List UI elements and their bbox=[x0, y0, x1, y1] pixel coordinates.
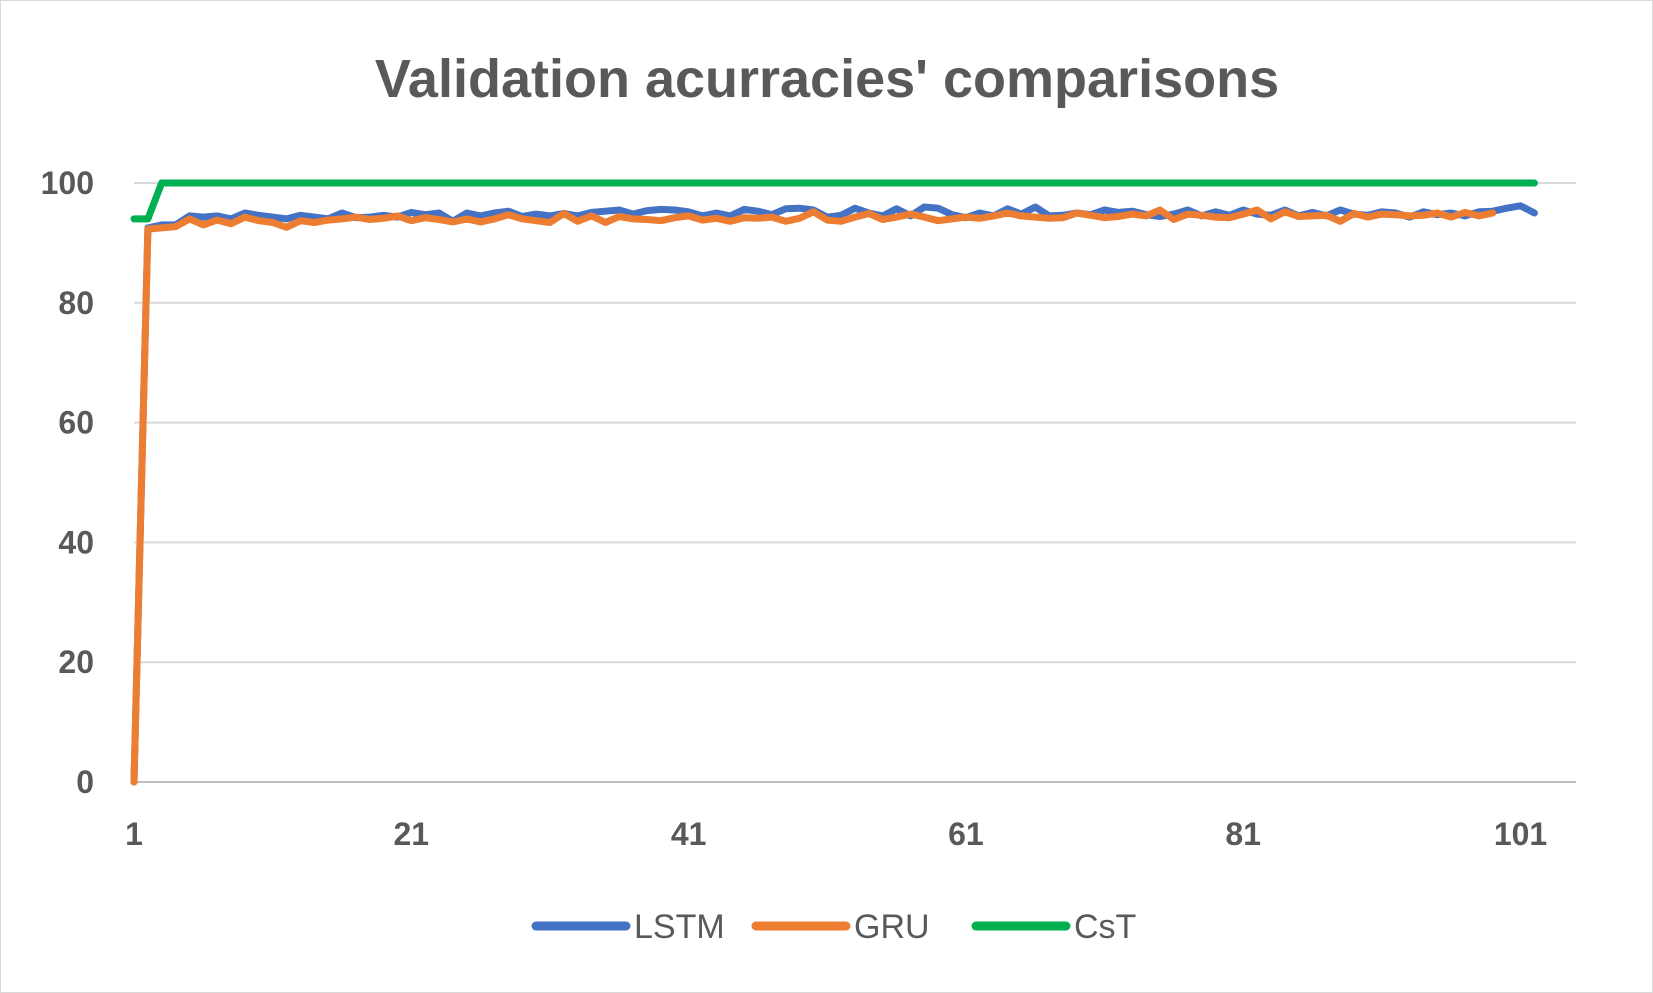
x-tick-label: 101 bbox=[1494, 816, 1547, 852]
y-tick-label: 0 bbox=[76, 764, 94, 800]
y-axis-ticks: 0 20 40 60 80 100 bbox=[41, 165, 94, 800]
y-tick-label: 100 bbox=[41, 165, 94, 201]
series-line-lstm bbox=[130, 202, 1538, 786]
y-tick-label: 40 bbox=[58, 524, 94, 560]
legend-label-cst: CsT bbox=[1074, 908, 1136, 946]
series-lines bbox=[130, 179, 1538, 786]
y-tick-label: 80 bbox=[58, 285, 94, 321]
x-tick-label: 1 bbox=[125, 816, 143, 852]
x-axis-ticks: 1 21 41 61 81 101 bbox=[125, 816, 1547, 852]
legend: LSTM GRU CsT bbox=[531, 908, 1136, 946]
chart-title: Validation acurracies' comparisons bbox=[375, 49, 1279, 109]
x-tick-label: 81 bbox=[1225, 816, 1261, 852]
legend-label-gru: GRU bbox=[854, 908, 930, 946]
x-tick-label: 41 bbox=[671, 816, 707, 852]
legend-label-lstm: LSTM bbox=[634, 908, 725, 946]
gridlines bbox=[134, 182, 1576, 783]
y-tick-label: 20 bbox=[58, 644, 94, 680]
series-line-gru bbox=[130, 206, 1497, 786]
series-line-cst bbox=[130, 179, 1538, 223]
x-tick-label: 21 bbox=[394, 816, 430, 852]
y-tick-label: 60 bbox=[58, 405, 94, 441]
x-tick-label: 61 bbox=[948, 816, 984, 852]
